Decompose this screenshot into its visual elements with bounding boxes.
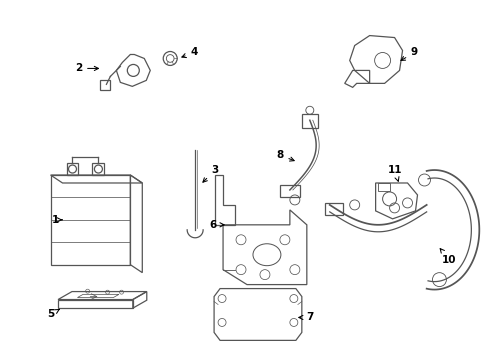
Text: 10: 10 xyxy=(439,249,456,265)
Text: 9: 9 xyxy=(400,48,417,60)
Bar xyxy=(66,163,78,175)
Bar xyxy=(100,80,110,90)
Text: 11: 11 xyxy=(386,165,401,181)
Text: 6: 6 xyxy=(209,220,224,230)
Text: 1: 1 xyxy=(52,215,62,225)
Bar xyxy=(92,163,104,175)
Bar xyxy=(301,114,317,128)
Text: 3: 3 xyxy=(203,165,218,182)
Bar xyxy=(324,203,342,215)
Bar xyxy=(58,300,133,308)
Text: 2: 2 xyxy=(75,63,98,73)
Text: 5: 5 xyxy=(47,309,60,319)
Text: 4: 4 xyxy=(182,48,198,58)
Bar xyxy=(50,175,130,265)
Bar xyxy=(279,185,299,197)
Text: 7: 7 xyxy=(298,312,313,323)
Text: 8: 8 xyxy=(276,150,294,161)
Bar xyxy=(377,183,389,191)
